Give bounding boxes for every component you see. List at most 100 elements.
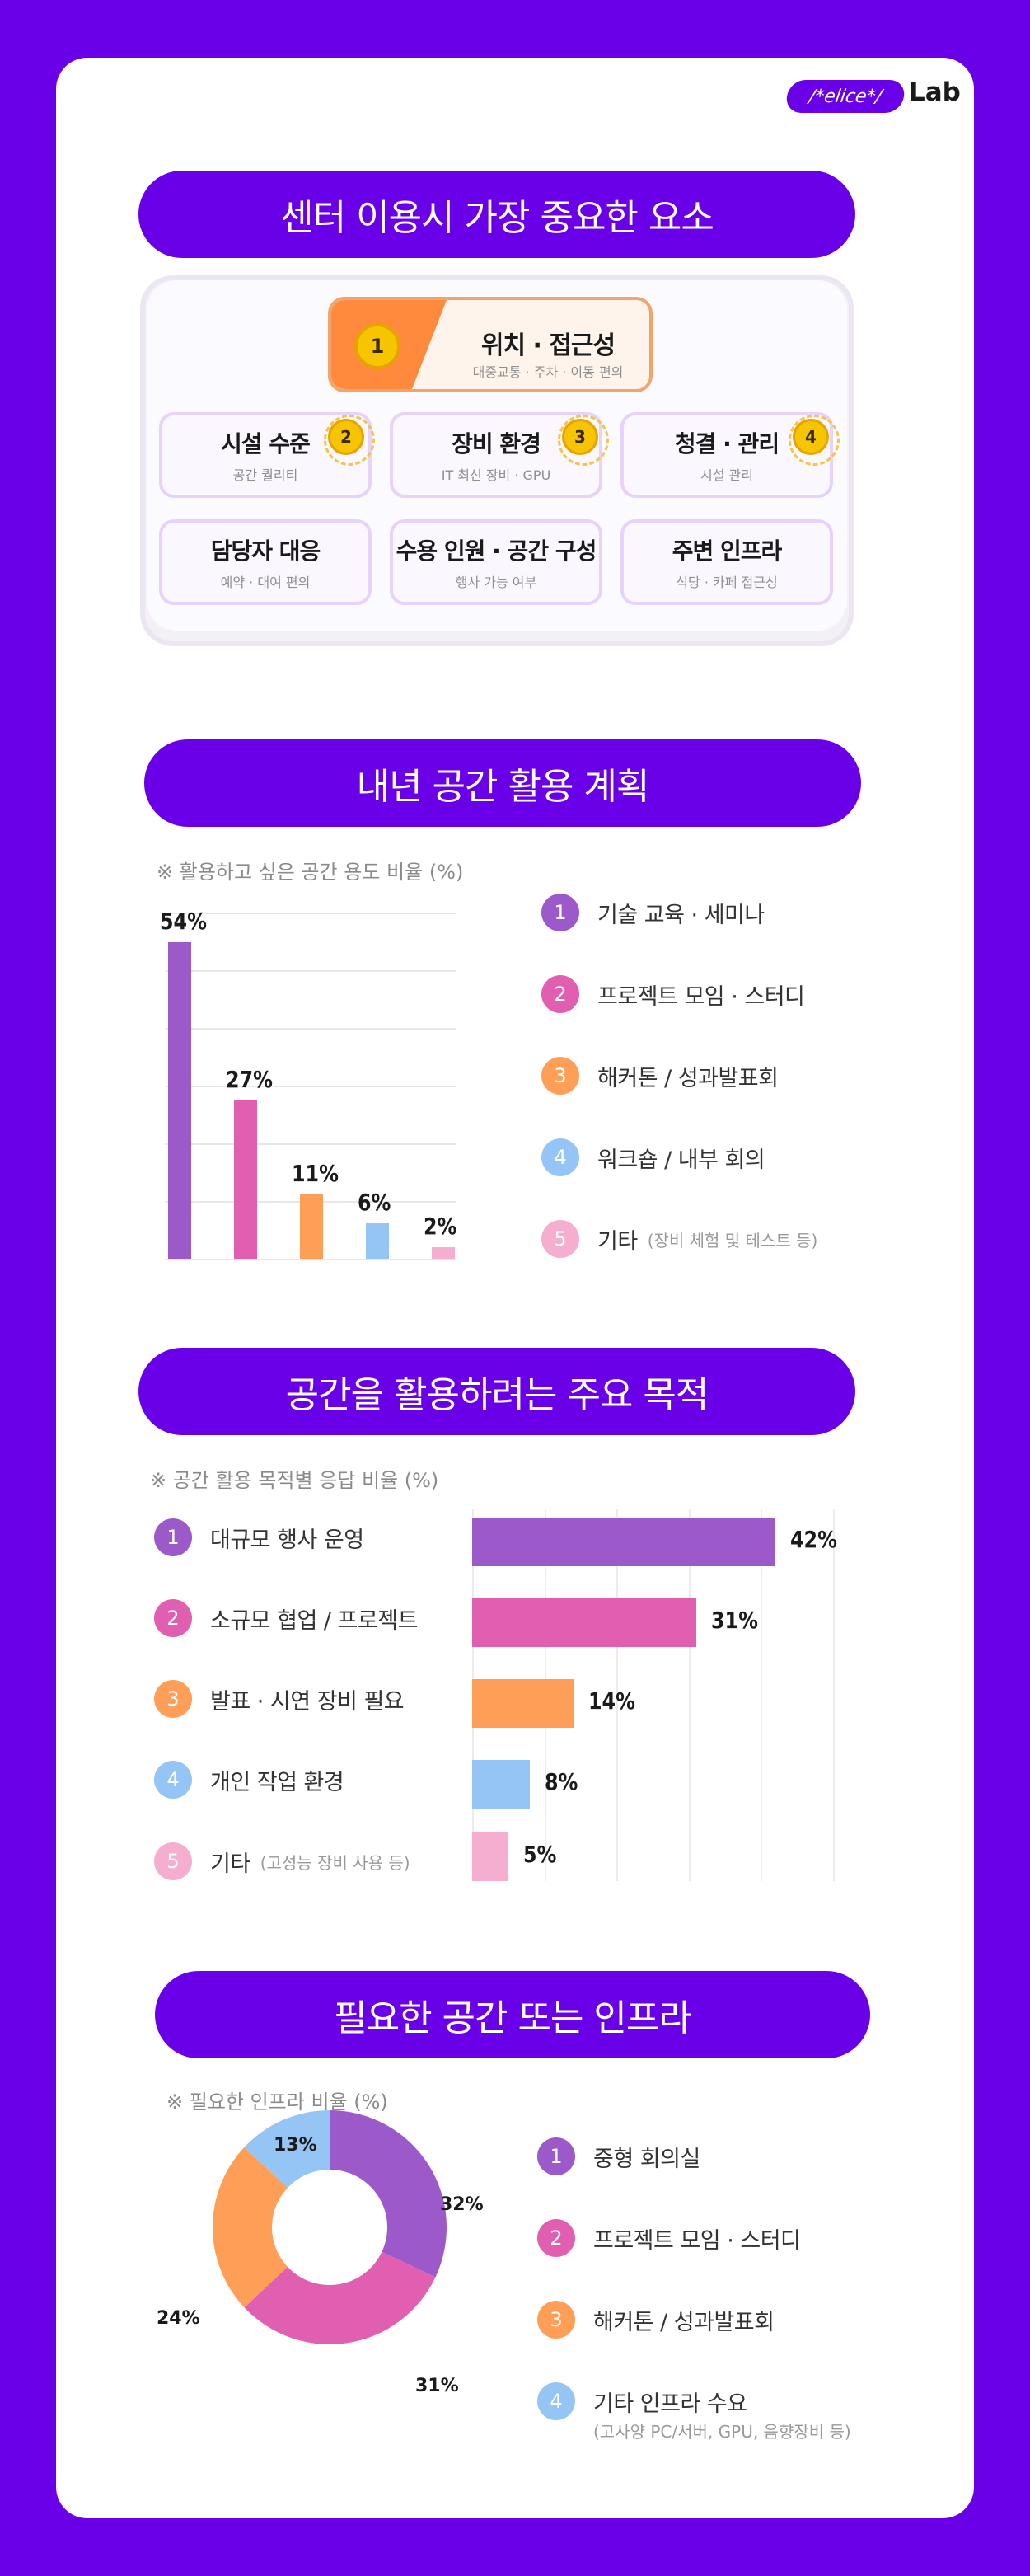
factor-first: 1 위치 · 접근성 대중교통 · 주차 · 이동 편의 — [328, 297, 653, 392]
legend-label: 기술 교육 · 세미나 — [597, 902, 765, 928]
legend-label: 프로젝트 모임 · 스터디 — [593, 2227, 801, 2254]
legend-item: 4 워크숍 / 내부 회의 — [541, 1138, 765, 1176]
bar — [234, 1100, 257, 1259]
factor-title: 장비 환경 — [452, 430, 541, 457]
gridline — [165, 1086, 456, 1087]
legend-number: 3 — [537, 2301, 575, 2339]
bar-value-label: 31% — [710, 1607, 758, 1634]
bar — [472, 1679, 574, 1728]
bar — [366, 1223, 389, 1259]
gridline — [165, 1143, 456, 1145]
medal-icon: 4 — [789, 415, 840, 466]
legend-item: 4 개인 작업 환경 — [154, 1761, 344, 1799]
bar-value-label: 42% — [789, 1526, 837, 1553]
legend-subtext: (고사양 PC/서버, GPU, 음향장비 등) — [593, 2422, 851, 2442]
legend-number: 4 — [154, 1761, 192, 1799]
bar — [472, 1760, 531, 1809]
section3-note: ※ 공간 활용 목적별 응답 비율 (%) — [150, 1469, 439, 1492]
slice-value-label: 31% — [415, 2376, 459, 2396]
factor-sub: 행사 가능 여부 — [455, 575, 537, 590]
factor-title: 주변 인프라 — [672, 537, 783, 565]
factor-item: 담당자 대응 예약 · 대여 편의 — [159, 519, 372, 605]
medal-icon: 2 — [324, 415, 375, 466]
factor-sub: 공간 퀄리티 — [232, 467, 298, 483]
bar-value-label: 14% — [588, 1687, 635, 1715]
gridline — [165, 913, 456, 914]
legend-label: 해커톤 / 성과발표회 — [597, 1065, 779, 1091]
bar — [168, 941, 191, 1259]
legend-number: 3 — [154, 1680, 192, 1718]
factor-first-sub: 대중교통 · 주차 · 이동 편의 — [472, 364, 624, 380]
gridline — [833, 1509, 835, 1881]
medal-icon: 1 — [354, 323, 400, 369]
legend-label: 기타 인프라 수요 — [593, 2391, 747, 2417]
legend-number: 2 — [541, 975, 579, 1013]
legend-number: 4 — [541, 1138, 579, 1176]
factor-item: 주변 인프라 식당 · 카페 접근성 — [620, 519, 833, 605]
legend-item: 3 해커톤 / 성과발표회 — [541, 1057, 779, 1095]
slice-value-label: 32% — [440, 2194, 484, 2215]
gridline — [761, 1509, 763, 1881]
legend-number: 2 — [537, 2219, 575, 2257]
legend-item: 3 발표 · 시연 장비 필요 — [154, 1680, 405, 1718]
gridline — [165, 970, 456, 972]
gridline — [616, 1509, 619, 1881]
legend-label: 대규모 행사 운영 — [210, 1527, 364, 1553]
legend-label: 해커톤 / 성과발표회 — [593, 2309, 775, 2335]
bar-value-label: 11% — [292, 1159, 339, 1187]
gridline — [688, 1509, 691, 1881]
factor-sub: 식당 · 카페 접근성 — [676, 575, 778, 590]
bar — [300, 1194, 323, 1259]
factor-title: 청결 · 관리 — [674, 430, 780, 457]
bar — [472, 1832, 508, 1881]
legend-label: 기타 — [597, 1228, 638, 1255]
bar-value-label: 2% — [424, 1212, 457, 1240]
factor-first-title: 위치 · 접근성 — [480, 331, 616, 360]
legend-item: 1 중형 회의실 — [537, 2137, 700, 2175]
legend-item: 5 기타 (고성능 장비 사용 등) — [154, 1842, 410, 1880]
bar-value-label: 8% — [545, 1768, 578, 1795]
legend-label: 발표 · 시연 장비 필요 — [210, 1688, 405, 1715]
elice-logo: /*elice*/ — [784, 80, 906, 113]
factor-title: 수용 인원 · 공간 구성 — [396, 537, 597, 565]
legend-number: 1 — [537, 2137, 575, 2175]
gridline — [165, 1028, 456, 1030]
legend-item: 1 대규모 행사 운영 — [154, 1518, 364, 1556]
legend-label: 프로젝트 모임 · 스터디 — [597, 983, 805, 1010]
legend-label: 개인 작업 환경 — [210, 1769, 344, 1795]
legend-label: 소규모 협업 / 프로젝트 — [210, 1607, 418, 1634]
section1-title: 센터 이용시 가장 중요한 요소 — [138, 171, 855, 258]
section2-note: ※ 활용하고 싶은 공간 용도 비율 (%) — [157, 861, 464, 884]
legend-number: 4 — [537, 2382, 575, 2420]
legend-item: 2 소규모 협업 / 프로젝트 — [154, 1599, 418, 1637]
section2-title: 내년 공간 활용 계획 — [144, 739, 861, 827]
legend-item: 1 기술 교육 · 세미나 — [541, 894, 765, 931]
bar-value-label: 54% — [160, 907, 207, 935]
factor-title: 담당자 대응 — [210, 537, 321, 565]
bar — [472, 1598, 696, 1647]
legend-item: 5 기타 (장비 체험 및 테스트 등) — [541, 1220, 817, 1258]
legend-label: 기타 — [210, 1851, 250, 1877]
factor-sub: 예약 · 대여 편의 — [220, 575, 311, 590]
legend-number: 2 — [154, 1599, 192, 1637]
lab-logo-text: Lab — [909, 77, 961, 107]
section4-note: ※ 필요한 인프라 비율 (%) — [166, 2090, 388, 2114]
legend-item: 2 프로젝트 모임 · 스터디 — [537, 2219, 801, 2257]
slice-value-label: 13% — [274, 2135, 317, 2156]
legend-label: 중형 회의실 — [593, 2146, 700, 2172]
legend-item: 3 해커톤 / 성과발표회 — [537, 2301, 775, 2339]
legend-item: 4 기타 인프라 수요 (고사양 PC/서버, GPU, 음향장비 등) — [537, 2382, 851, 2442]
legend-extra: (장비 체험 및 테스트 등) — [647, 1230, 818, 1250]
bar — [472, 1518, 775, 1566]
legend-item: 2 프로젝트 모임 · 스터디 — [541, 975, 805, 1013]
legend-number: 5 — [154, 1842, 192, 1880]
factor-sub: 시설 관리 — [700, 467, 753, 483]
legend-number: 3 — [541, 1057, 579, 1095]
factor-sub: IT 최신 장비 · GPU — [441, 467, 551, 483]
legend-label: 워크숍 / 내부 회의 — [597, 1147, 765, 1173]
gridline — [165, 1259, 456, 1260]
legend-number: 1 — [541, 894, 579, 931]
legend-number: 1 — [154, 1518, 192, 1556]
bar-value-label: 27% — [226, 1065, 273, 1093]
section3-title: 공간을 활용하려는 주요 목적 — [138, 1348, 855, 1435]
